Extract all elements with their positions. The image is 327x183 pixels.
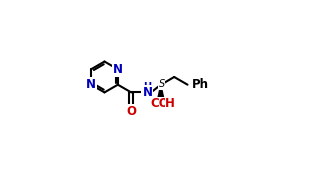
Text: O: O bbox=[126, 105, 136, 118]
Text: N: N bbox=[113, 63, 123, 76]
Text: Ph: Ph bbox=[192, 78, 209, 91]
Text: S: S bbox=[159, 79, 165, 89]
Text: N: N bbox=[86, 78, 96, 91]
Text: 2: 2 bbox=[164, 99, 170, 108]
Text: N: N bbox=[143, 86, 152, 99]
Text: H: H bbox=[165, 97, 175, 110]
Text: CO: CO bbox=[150, 97, 169, 110]
Text: H: H bbox=[143, 82, 151, 92]
Polygon shape bbox=[158, 85, 164, 100]
